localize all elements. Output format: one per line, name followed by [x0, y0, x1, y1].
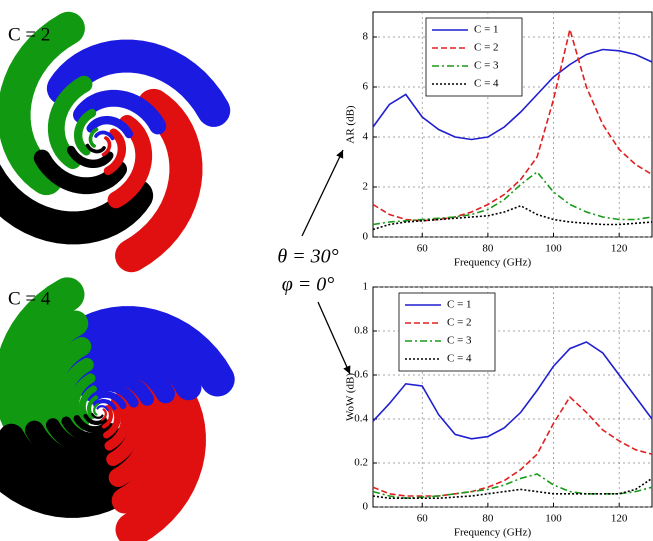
spiral-arm [93, 403, 100, 416]
series-line [372, 26, 653, 222]
spiral-arm [111, 370, 180, 514]
spiral-arm [101, 136, 112, 157]
x-axis-label: Frequency (GHz) [454, 527, 532, 539]
series-line [372, 170, 653, 226]
y-tick-label: 1 [363, 281, 369, 293]
spiral-arm [86, 116, 134, 139]
spiral-images [0, 11, 235, 541]
y-tick-label: 2 [363, 181, 369, 193]
spiral-arm [46, 39, 231, 127]
legend-label: C = 2 [474, 42, 499, 54]
legend-box [425, 17, 523, 97]
y-tick-label: 4 [363, 131, 369, 143]
angle-label: θ = 30° [277, 246, 338, 268]
spiral-arm [87, 395, 99, 419]
y-axis-label: WoW (dB) [345, 373, 357, 421]
spiral-arm [58, 332, 202, 401]
x-tick-label: 60 [417, 243, 429, 255]
x-tick-label: 80 [482, 243, 494, 255]
legend-label: C = 4 [474, 78, 499, 90]
arrow [301, 149, 344, 237]
y-tick-label: 8 [363, 31, 369, 43]
spiral-arm [0, 11, 85, 196]
spiral-arm [66, 145, 114, 168]
spiral-arm [103, 128, 126, 176]
y-tick-label: 0.4 [354, 413, 368, 425]
legend-label: C = 3 [474, 60, 499, 72]
y-axis-label: AR (dB) [345, 105, 357, 144]
case-label: C = 4 [8, 288, 51, 309]
y-tick-label: 0 [363, 501, 369, 513]
legend-label: C = 1 [474, 24, 499, 36]
legend-label: C = 4 [447, 353, 472, 365]
case-label: C = 2 [8, 24, 50, 45]
series-line [372, 395, 653, 497]
legend-box [398, 292, 496, 372]
series-line [372, 477, 653, 499]
x-tick-label: 100 [545, 243, 562, 255]
spiral-arm [91, 412, 104, 419]
x-tick-label: 80 [482, 513, 494, 525]
spiral-arm [47, 75, 93, 169]
spiral-arm [0, 164, 154, 245]
spiral-arm [101, 405, 113, 429]
x-axis-label: Frequency (GHz) [454, 257, 532, 269]
spiral-arm [74, 108, 97, 156]
spiral-arm [20, 310, 89, 454]
y-tick-label: 0.2 [354, 457, 368, 469]
x-tick-label: 60 [417, 513, 429, 525]
legend-label: C = 1 [447, 299, 472, 311]
series-line [372, 48, 653, 141]
series-line [372, 204, 653, 231]
y-tick-label: 0 [363, 231, 369, 243]
x-tick-label: 120 [611, 243, 628, 255]
spiral-arm [73, 89, 167, 135]
spiral-arm [33, 149, 127, 195]
spiral-arm [107, 115, 153, 209]
spiral-arm [100, 408, 107, 421]
x-tick-label: 120 [611, 513, 628, 525]
y-tick-label: 6 [363, 81, 369, 93]
x-tick-label: 100 [545, 513, 562, 525]
spiral-arm [0, 423, 142, 492]
legend-label: C = 3 [447, 335, 472, 347]
spiral-arm [93, 399, 117, 411]
spiral-arm [85, 143, 106, 154]
spiral-arm [96, 405, 109, 412]
spiral-arm [83, 413, 107, 425]
spiral-arm [88, 127, 99, 148]
series-line [372, 341, 653, 440]
angle-label: φ = 0° [282, 274, 335, 296]
y-tick-label: 0.6 [354, 369, 368, 381]
arrow [317, 301, 351, 375]
spiral-arm [94, 130, 115, 141]
y-tick-label: 0.8 [354, 325, 368, 337]
spiral-arm [115, 88, 203, 273]
legend-label: C = 2 [447, 317, 472, 329]
